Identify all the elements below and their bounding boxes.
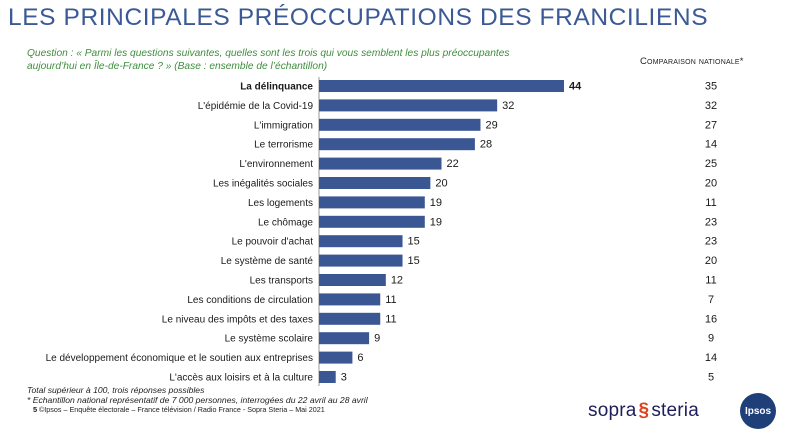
footnote-source: ©Ipsos – Enquête électorale – France tél… bbox=[39, 405, 325, 414]
footnotes: Total supérieur à 100, trois réponses po… bbox=[27, 385, 368, 415]
bar bbox=[319, 371, 336, 383]
national-comparison-value: 14 bbox=[705, 139, 717, 151]
bar-value-label: 6 bbox=[357, 352, 363, 364]
national-comparison-value: 5 bbox=[708, 372, 714, 384]
category-label: Le pouvoir d'achat bbox=[232, 237, 314, 248]
bar-value-label: 11 bbox=[385, 313, 396, 325]
category-label: L'accès aux loisirs et à la culture bbox=[169, 373, 313, 384]
national-comparison-value: 20 bbox=[705, 178, 717, 190]
national-comparison-value: 9 bbox=[708, 333, 714, 345]
category-label: Le niveau des impôts et des taxes bbox=[162, 314, 313, 325]
national-comparison-value: 27 bbox=[705, 119, 717, 131]
national-comparison-value: 23 bbox=[705, 236, 717, 248]
bar bbox=[319, 235, 403, 248]
ipsos-logo: Ipsos bbox=[740, 393, 776, 429]
question-line-2: aujourd’hui en Île-de-France ? » (Base :… bbox=[27, 61, 328, 72]
bar-value-label: 28 bbox=[480, 139, 492, 151]
bar bbox=[319, 118, 481, 131]
bar-value-label: 11 bbox=[385, 294, 396, 306]
page-number: 5 bbox=[33, 405, 38, 414]
national-comparison-value: 25 bbox=[705, 158, 717, 170]
national-comparison-value: 32 bbox=[705, 100, 717, 112]
bar-value-label: 20 bbox=[435, 178, 447, 190]
category-label: Les logements bbox=[248, 198, 313, 209]
bar bbox=[319, 80, 564, 92]
category-label: Le chômage bbox=[258, 217, 313, 228]
bar-value-label: 15 bbox=[408, 255, 420, 267]
bar-value-label: 22 bbox=[447, 158, 459, 170]
national-comparison-value: 11 bbox=[705, 275, 716, 287]
comparison-header: Comparaison nationale* bbox=[640, 56, 744, 67]
bar bbox=[319, 293, 381, 306]
footnote-total: Total supérieur à 100, trois réponses po… bbox=[27, 385, 205, 395]
national-comparison-value: 11 bbox=[705, 197, 716, 209]
bar-value-label: 19 bbox=[430, 216, 442, 228]
category-label: Les conditions de circulation bbox=[187, 295, 313, 306]
national-comparison-value: 14 bbox=[705, 352, 717, 364]
national-comparison-value: 7 bbox=[708, 294, 714, 306]
question-text: Question : « Parmi les questions suivant… bbox=[27, 47, 567, 73]
page-title: LES PRINCIPALES PRÉOCCUPATIONS DES FRANC… bbox=[8, 4, 709, 31]
bar-value-label: 19 bbox=[430, 197, 442, 209]
bar-value-label: 44 bbox=[569, 81, 582, 93]
footnote-sample: * Echantillon national représentatif de … bbox=[27, 395, 368, 405]
bar bbox=[319, 177, 431, 189]
category-label: Les transports bbox=[250, 276, 313, 287]
category-label: Les inégalités sociales bbox=[213, 179, 313, 190]
category-label: L'environnement bbox=[239, 159, 313, 170]
category-label: L'immigration bbox=[254, 120, 313, 131]
sopra-logo-mark-icon: § bbox=[638, 400, 650, 421]
bar bbox=[319, 274, 386, 286]
question-line-1: Question : « Parmi les questions suivant… bbox=[27, 48, 510, 59]
bar bbox=[319, 138, 475, 151]
bar bbox=[319, 312, 381, 325]
category-label: L'épidémie de la Covid-19 bbox=[198, 101, 314, 112]
sopra-logo-text-right: steria bbox=[651, 400, 699, 421]
bar bbox=[319, 196, 425, 209]
bar-value-label: 9 bbox=[374, 333, 380, 345]
bar-value-label: 3 bbox=[341, 372, 347, 384]
bar-value-label: 29 bbox=[485, 119, 497, 131]
category-label: Le terrorisme bbox=[254, 140, 313, 151]
bar bbox=[319, 351, 353, 364]
sopra-steria-logo: sopra § steria bbox=[588, 400, 699, 422]
national-comparison-value: 35 bbox=[705, 81, 717, 93]
national-comparison-value: 16 bbox=[705, 313, 717, 325]
bar bbox=[319, 157, 442, 170]
national-comparison-value: 20 bbox=[705, 255, 717, 267]
bar bbox=[319, 332, 370, 345]
category-label: La délinquance bbox=[240, 82, 313, 93]
bar-value-label: 32 bbox=[502, 100, 514, 112]
category-label: Le développement économique et le soutie… bbox=[46, 353, 313, 364]
bar bbox=[319, 99, 498, 112]
bar bbox=[319, 215, 425, 228]
bar-value-label: 15 bbox=[408, 236, 420, 248]
bar bbox=[319, 254, 403, 267]
category-label: Le système scolaire bbox=[225, 334, 314, 345]
bar-value-label: 12 bbox=[391, 275, 403, 287]
sopra-logo-text-left: sopra bbox=[588, 400, 637, 421]
category-label: Le système de santé bbox=[221, 256, 314, 267]
bar-chart: La délinquance 44 35L'épidémie de la Covid… bbox=[46, 77, 717, 386]
national-comparison-value: 23 bbox=[705, 216, 717, 228]
